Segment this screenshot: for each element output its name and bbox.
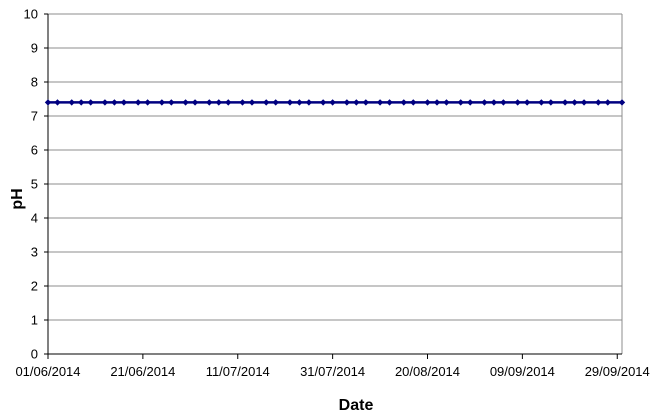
data-point-marker [466,99,474,106]
data-point-marker [206,99,213,106]
data-point-marker [168,99,175,106]
series-group [44,99,626,106]
x-axis-title: Date [339,397,374,414]
y-tick-label: 3 [31,245,38,260]
data-point-marker [286,99,294,106]
data-point-marker [500,99,507,106]
data-point-marker [44,99,52,106]
data-point-marker [225,99,232,106]
data-point-marker [561,99,569,106]
data-point-marker [362,99,370,106]
x-tick-label: 29/09/2014 [585,364,650,379]
y-tick-label: 7 [31,109,38,124]
y-tick-label: 10 [24,7,38,22]
data-point-marker [305,99,313,106]
data-point-marker [158,99,166,106]
x-tick-label: 31/07/2014 [300,364,365,379]
data-point-marker [134,99,142,106]
axes [44,13,623,359]
y-tick-label: 2 [31,279,38,294]
data-point-marker [215,99,222,106]
data-point-marker [433,99,441,106]
data-point-marker [353,99,360,106]
y-tick-label: 1 [31,313,38,328]
data-point-marker [571,99,578,106]
data-point-marker [386,99,393,106]
x-tick-label: 21/06/2014 [110,364,175,379]
tick-labels: 0 1 2 3 4 5 6 7 8 9 10 01/06/2014 21/06/2014 11/07/20… [15,7,649,380]
data-point-marker [604,99,611,106]
data-point-marker [514,99,521,106]
data-point-marker [580,99,588,106]
data-point-marker [400,99,407,106]
data-point-marker [410,99,417,106]
data-point-marker [443,99,450,106]
data-point-marker [87,99,94,106]
x-tick-label: 11/07/2014 [206,364,270,379]
x-tick-label: 20/08/2014 [395,364,460,379]
data-point-marker [191,99,199,106]
data-point-marker [424,99,431,106]
data-point-marker [523,99,531,106]
data-point-marker [618,99,626,106]
y-tick-label: 6 [31,143,38,158]
data-point-marker [490,99,498,106]
data-point-marker [54,99,61,106]
data-point-marker [78,99,85,106]
data-point-marker [272,99,279,106]
x-tick-label: 01/06/2014 [15,364,80,379]
data-point-marker [263,99,270,106]
data-point-marker [376,99,384,106]
y-tick-label: 5 [31,177,38,192]
data-point-marker [457,99,464,106]
y-tick-label: 8 [31,75,38,90]
y-axis-title: pH [9,188,26,209]
data-point-marker [319,99,327,106]
data-point-marker [111,99,118,106]
data-point-marker [101,99,109,106]
data-point-marker [481,99,488,106]
data-point-marker [343,99,351,106]
data-point-marker [239,99,246,106]
data-point-marker [595,99,602,106]
data-point-marker [144,99,151,106]
x-tick-label: 09/09/2014 [490,364,555,379]
y-tick-label: 4 [31,211,38,226]
y-tick-label: 9 [31,41,38,56]
data-point-marker [296,99,303,106]
data-point-marker [68,99,75,106]
data-point-marker [547,99,555,106]
data-point-marker [538,99,545,106]
data-point-marker [248,99,256,106]
data-point-marker [182,99,189,106]
data-point-marker [120,99,128,106]
y-tick-label: 0 [31,347,38,362]
data-point-marker [329,99,336,106]
